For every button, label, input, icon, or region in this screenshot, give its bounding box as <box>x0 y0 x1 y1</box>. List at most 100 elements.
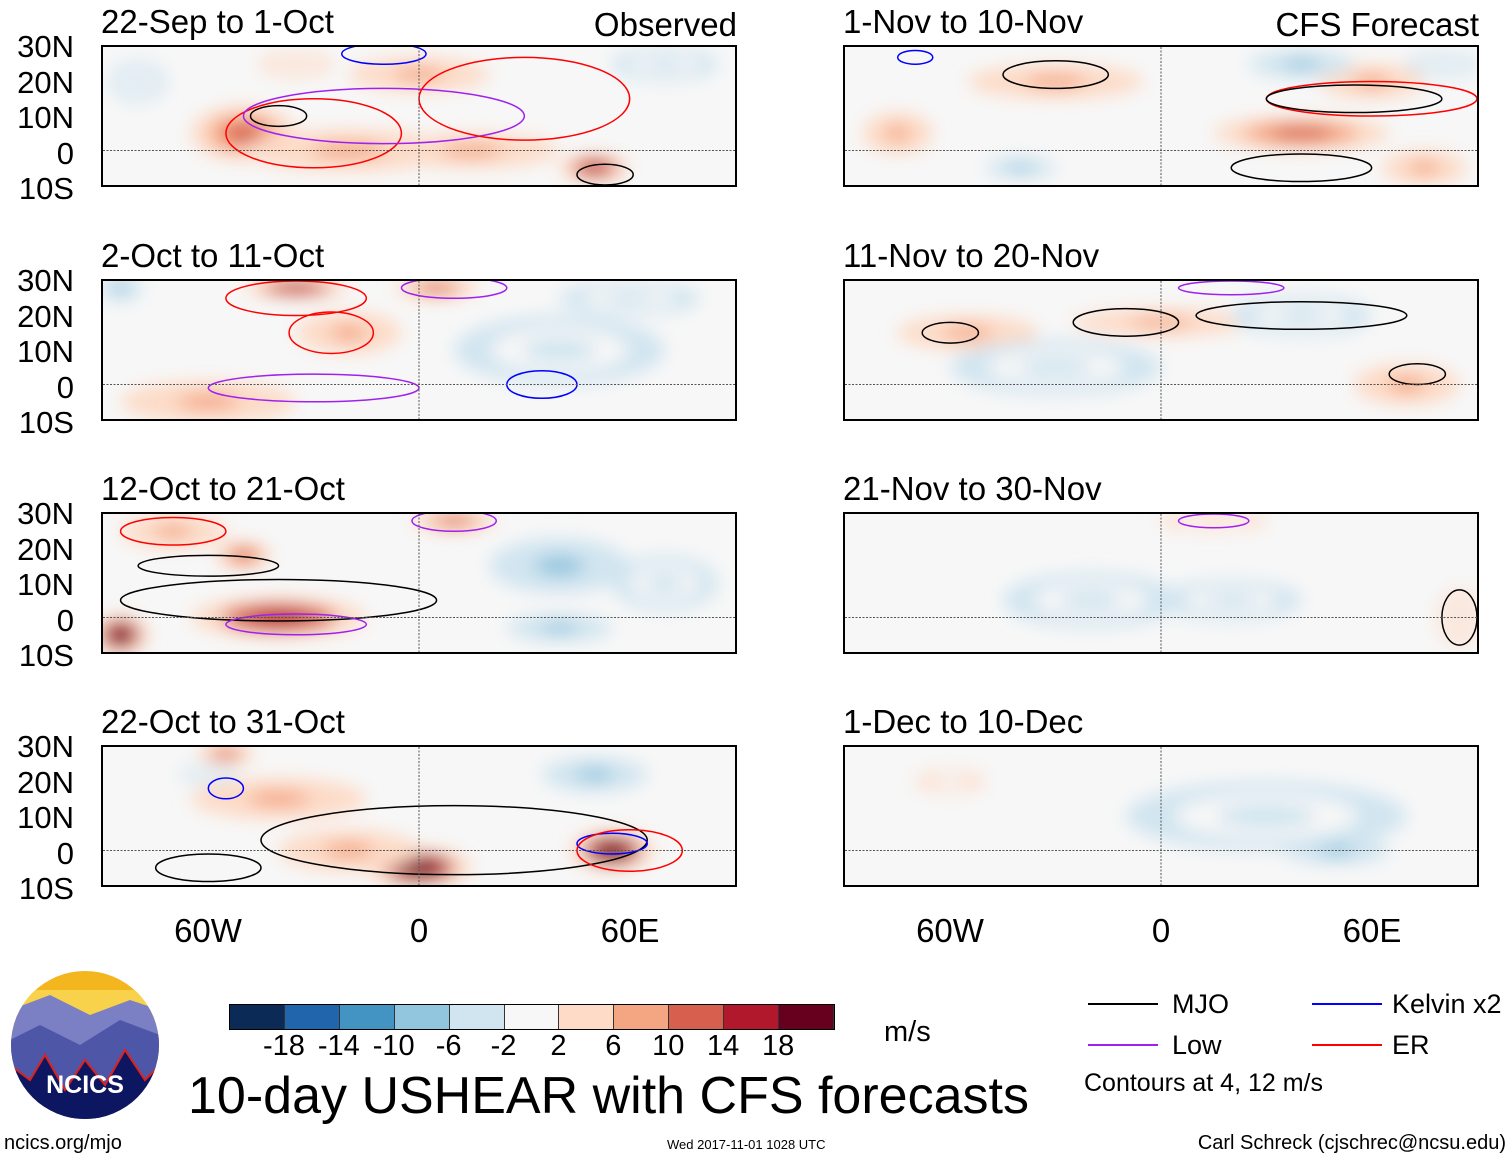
colorbar-swatch <box>449 1005 505 1029</box>
lat-label: 0 <box>56 369 74 405</box>
lat-label: 10S <box>18 871 74 906</box>
lat-label: 20N <box>17 298 74 334</box>
lat-label: 10N <box>17 567 74 602</box>
contour-mjo <box>922 322 978 343</box>
anomaly-shading <box>576 768 613 781</box>
legend-kelvin: Kelvin x2 <box>1392 989 1502 1019</box>
anomaly-shading <box>1409 161 1440 174</box>
colorbar-swatch <box>504 1005 560 1029</box>
anomaly-shading <box>394 68 444 81</box>
colorbar-swatch <box>284 1005 340 1029</box>
lon-label-60e: 60E <box>600 912 660 949</box>
footer-timestamp: Wed 2017-11-01 1028 UTC <box>667 1137 826 1152</box>
contour-mjo <box>121 580 437 621</box>
lat-label: 10N <box>17 100 74 135</box>
lon-label-60w-right: 60W <box>916 912 984 949</box>
anomaly-shading <box>110 627 131 642</box>
lat-label: 30N <box>17 29 74 64</box>
contour-er <box>289 312 373 353</box>
anomaly-shading <box>1060 590 1122 610</box>
colorbar-tick-label: -14 <box>317 1030 360 1062</box>
colorbar-tick-label: 14 <box>707 1030 740 1062</box>
legend-low: Low <box>1172 1030 1222 1060</box>
colorbar-swatch <box>394 1005 450 1029</box>
anomaly-shading <box>1283 59 1320 70</box>
panel-title: 1-Dec to 10-Dec <box>843 703 1084 740</box>
contour-low <box>243 88 524 143</box>
lat-label: 0 <box>56 835 74 871</box>
map-panel <box>843 45 1479 187</box>
panel-title: 21-Nov to 30-Nov <box>843 470 1102 507</box>
contour-er <box>226 281 366 316</box>
lat-label: 30N <box>17 496 74 531</box>
contour-mjo <box>577 164 633 185</box>
map-panel <box>101 512 737 654</box>
footer-author: Carl Schreck (cjschrec@ncsu.edu) <box>1197 1132 1506 1154</box>
contour-mjo <box>261 806 647 875</box>
contour-mjo <box>138 555 278 576</box>
colorbar-swatch <box>669 1005 725 1029</box>
lat-label: 20N <box>17 531 74 567</box>
anomaly-shading <box>582 162 607 173</box>
colorbar-tick-label: 2 <box>550 1030 567 1062</box>
legend-kelvin-line <box>1312 1003 1382 1005</box>
anomaly-shading <box>439 517 469 525</box>
legend-low-line <box>1088 1044 1158 1046</box>
lon-label-60e-right: 60E <box>1342 912 1402 949</box>
map-panel <box>101 745 737 887</box>
lon-label-0-right: 0 <box>1151 912 1171 949</box>
contour-mjo <box>1196 302 1407 330</box>
colorbar-tick-label: -2 <box>490 1030 517 1062</box>
lat-label: 10S <box>18 171 74 206</box>
lat-label: 30N <box>17 729 74 764</box>
colorbar-swatch <box>230 1005 285 1029</box>
lon-label-0: 0 <box>409 912 429 949</box>
anomaly-shading <box>113 283 128 293</box>
anomaly-shading <box>233 550 254 561</box>
contour-mjo <box>1266 85 1442 113</box>
contour-mjo <box>156 854 261 882</box>
colorbar-swatch <box>339 1005 395 1029</box>
anomaly-shading <box>1130 317 1192 328</box>
anomaly-shading <box>247 791 310 806</box>
contour-note: Contours at 4, 12 m/s <box>1084 1069 1324 1097</box>
anomaly-shading <box>541 623 578 633</box>
contour-mjo <box>250 106 306 127</box>
panel-title: 1-Nov to 10-Nov <box>843 3 1084 40</box>
anomaly-shading <box>198 770 219 779</box>
anomaly-shading <box>1217 803 1316 829</box>
anomaly-shading <box>177 394 240 409</box>
colorbar-swatch <box>614 1005 670 1029</box>
colorbar-swatch <box>724 1005 780 1029</box>
anomaly-shading <box>1018 357 1093 377</box>
lat-label: 10N <box>17 334 74 369</box>
contour-low <box>412 514 496 531</box>
colorbar-tick-label: 10 <box>652 1030 685 1062</box>
contour-low <box>1179 514 1249 528</box>
contour-mjo <box>1003 61 1108 89</box>
logo-text: NCICS <box>46 1071 124 1099</box>
contour-er <box>226 99 402 168</box>
panel-title: 22-Sep to 1-Oct <box>101 3 334 40</box>
footer-url[interactable]: ncics.org/mjo <box>4 1132 122 1154</box>
lat-label: 20N <box>17 64 74 100</box>
contour-er <box>419 57 630 140</box>
contour-low <box>1179 281 1284 295</box>
contour-kelvin <box>577 833 647 854</box>
contour-er <box>121 517 226 545</box>
map-panel <box>843 279 1479 421</box>
anomaly-shading <box>283 59 309 70</box>
map-panel <box>101 279 737 421</box>
legend-mjo: MJO <box>1172 989 1229 1019</box>
lat-label: 30N <box>17 263 74 298</box>
colorbar-swatch <box>559 1005 615 1029</box>
anomaly-shading <box>330 325 368 340</box>
colorbar-swatch <box>779 1005 834 1029</box>
legend-er: ER <box>1392 1030 1430 1060</box>
lat-label: 10N <box>17 800 74 835</box>
contour-low <box>226 614 366 635</box>
anomaly-shading <box>421 284 452 292</box>
panel-title: 22-Oct to 31-Oct <box>101 703 345 740</box>
colorbar-tick-label: 6 <box>605 1030 622 1062</box>
anomaly-shading <box>277 284 315 292</box>
